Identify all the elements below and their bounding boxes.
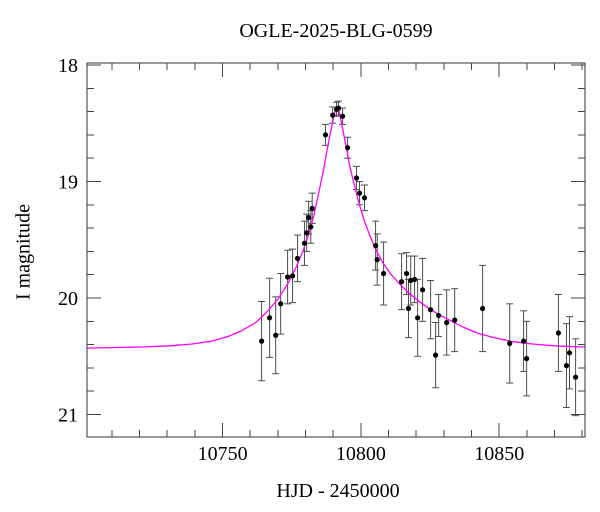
- data-point: [428, 307, 434, 313]
- y-tick-label: 20: [58, 288, 78, 310]
- data-point: [555, 330, 562, 336]
- axis-ticks: [87, 63, 585, 437]
- data-point: [480, 305, 486, 312]
- data-point: [404, 270, 410, 277]
- data-point: [306, 215, 312, 221]
- data-point: [436, 312, 442, 319]
- data-point: [524, 356, 530, 362]
- error-bars: [258, 100, 580, 417]
- chart-title: OGLE-2025-BLG-0599: [239, 20, 433, 42]
- data-point: [290, 273, 296, 279]
- data-point: [301, 240, 308, 246]
- data-point: [415, 315, 421, 321]
- data-point: [361, 195, 368, 201]
- data-point: [452, 317, 458, 323]
- data-point: [330, 112, 336, 118]
- data-point: [340, 113, 346, 119]
- data-point: [373, 243, 379, 249]
- data-point: [507, 340, 513, 346]
- data-point: [412, 276, 418, 282]
- data-point: [420, 287, 426, 293]
- y-tick-label: 21: [58, 405, 78, 427]
- data-point: [285, 274, 291, 280]
- data-point: [356, 190, 363, 196]
- data-point: [566, 350, 573, 356]
- data-point: [259, 338, 265, 344]
- x-tick-label: 10850: [474, 443, 524, 465]
- y-tick-label: 18: [58, 55, 78, 77]
- data-point: [573, 374, 579, 380]
- x-tick-label: 10750: [198, 443, 248, 465]
- data-point: [294, 255, 301, 261]
- data-point: [521, 338, 527, 344]
- data-point: [304, 230, 310, 236]
- data-point: [353, 175, 360, 181]
- data-point: [309, 205, 315, 211]
- data-point: [345, 145, 351, 151]
- data-point: [308, 224, 314, 230]
- data-point: [335, 105, 342, 111]
- data-point: [267, 315, 273, 321]
- x-axis-label: HJD - 2450000: [276, 480, 400, 502]
- data-point: [374, 257, 380, 263]
- data-point: [433, 352, 439, 358]
- x-tick-labels: 10750 10800 10850: [198, 443, 525, 465]
- y-tick-labels: 18 19 20 21: [58, 55, 78, 427]
- y-tick-label: 19: [58, 172, 78, 194]
- data-point: [381, 270, 387, 277]
- model-curve: [86, 106, 585, 349]
- data-point: [322, 132, 329, 138]
- axis-box: [86, 62, 586, 438]
- data-point: [399, 279, 405, 285]
- data-point: [405, 305, 412, 312]
- data-point: [408, 277, 414, 284]
- data-point: [273, 332, 279, 338]
- data-point: [563, 363, 570, 369]
- x-tick-label: 10800: [336, 443, 386, 465]
- data-point: [444, 319, 450, 326]
- data-point: [278, 301, 284, 307]
- data-points: [259, 105, 579, 380]
